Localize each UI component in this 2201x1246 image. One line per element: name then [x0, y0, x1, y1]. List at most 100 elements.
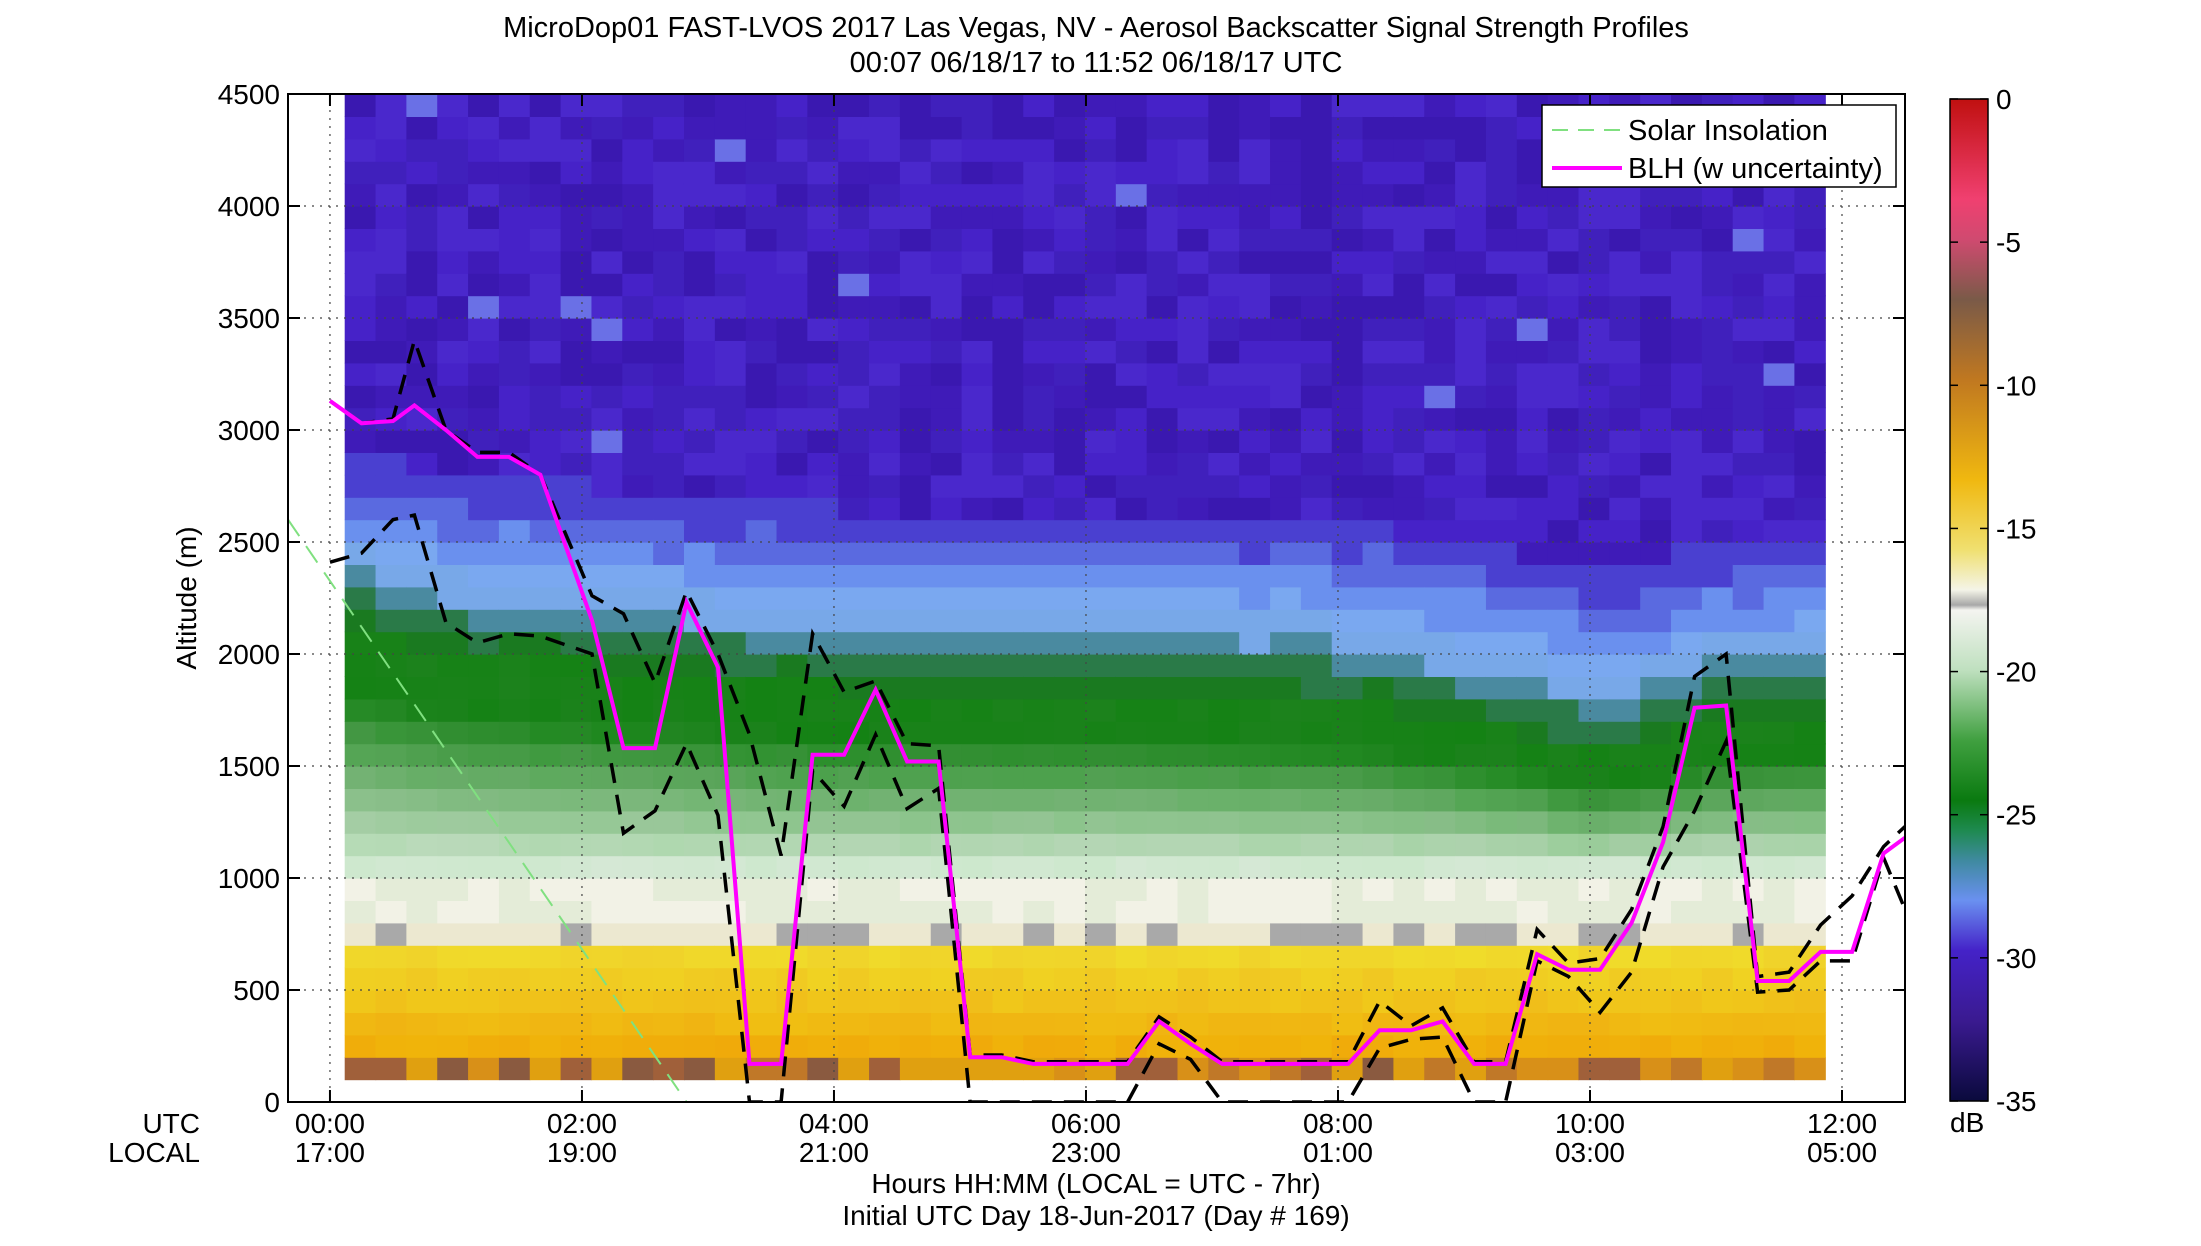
heatmap-cell — [1177, 990, 1209, 1013]
heatmap-cell — [1054, 766, 1086, 789]
heatmap-cell — [1239, 138, 1271, 162]
heatmap-cell — [1516, 183, 1549, 207]
heatmap-cell — [344, 519, 377, 543]
heatmap-cell — [807, 318, 839, 341]
heatmap-cell — [1208, 138, 1240, 162]
heatmap-cell — [344, 586, 377, 610]
heatmap-cell — [1054, 609, 1086, 633]
heatmap-cell — [468, 788, 500, 812]
heatmap-cell — [992, 721, 1024, 745]
heatmap-cell — [1701, 878, 1734, 901]
heatmap-cell — [1115, 318, 1148, 341]
heatmap-cell — [899, 1012, 932, 1036]
heatmap-cell — [1455, 183, 1487, 207]
heatmap-cell — [992, 766, 1024, 789]
heatmap-cell — [1455, 810, 1487, 834]
heatmap-cell — [683, 273, 716, 297]
heatmap-cell — [1270, 452, 1302, 476]
heatmap-cell — [1516, 430, 1549, 453]
heatmap-cell — [1208, 743, 1240, 767]
heatmap-cell — [899, 855, 932, 879]
heatmap-cell — [899, 721, 932, 745]
heatmap-cell — [1609, 878, 1641, 901]
heatmap-cell — [1671, 250, 1703, 274]
heatmap-cell — [1023, 183, 1055, 207]
heatmap-cell — [1732, 519, 1765, 543]
heatmap-cell — [1239, 788, 1271, 812]
chart-title: MicroDop01 FAST-LVOS 2017 Las Vegas, NV … — [503, 12, 1689, 44]
heatmap-cell — [1270, 922, 1302, 946]
heatmap-cell — [1393, 206, 1425, 229]
heatmap-cell — [653, 430, 685, 453]
heatmap-cell — [344, 609, 377, 633]
heatmap-cell — [1701, 810, 1734, 834]
heatmap-cell — [1054, 116, 1086, 140]
heatmap-cell — [529, 340, 562, 364]
heatmap-cell — [437, 1057, 469, 1081]
heatmap-cell — [560, 250, 593, 274]
heatmap-cell — [498, 609, 531, 633]
heatmap-cell — [1023, 1012, 1055, 1036]
heatmap-cell — [622, 474, 654, 498]
heatmap-cell — [1701, 407, 1734, 431]
heatmap-cell — [375, 990, 407, 1013]
heatmap-cell — [1270, 721, 1302, 745]
heatmap-cell — [745, 743, 778, 767]
heatmap-cell — [1362, 967, 1395, 991]
heatmap-cell — [653, 698, 685, 722]
heatmap-cell — [1424, 273, 1456, 297]
heatmap-cell — [437, 586, 469, 610]
heatmap-cell — [1023, 385, 1055, 409]
heatmap-cell — [1547, 743, 1580, 767]
x-tick-label-local: 03:00 — [1555, 1137, 1625, 1168]
heatmap-cell — [591, 609, 623, 633]
heatmap-cell — [745, 452, 778, 476]
heatmap-cell — [1640, 206, 1672, 229]
heatmap-cell — [529, 900, 562, 924]
heatmap-cell — [1362, 228, 1395, 252]
heatmap-cell — [961, 922, 994, 946]
heatmap-cell — [1054, 631, 1086, 655]
heatmap-cell — [776, 586, 808, 610]
heatmap-cell — [1208, 228, 1240, 252]
heatmap-cell — [1331, 564, 1364, 588]
heatmap-cell — [1054, 430, 1086, 453]
heatmap-cell — [1300, 452, 1333, 476]
heatmap-cell — [1177, 878, 1209, 901]
heatmap-cell — [622, 138, 654, 162]
x-tick-label-local: 23:00 — [1051, 1137, 1121, 1168]
heatmap-cell — [930, 474, 963, 498]
heatmap-cell — [1393, 721, 1425, 745]
heatmap-cell — [591, 250, 623, 274]
heatmap-cell — [992, 654, 1024, 677]
heatmap-cell — [1424, 295, 1456, 319]
heatmap-cell — [776, 94, 808, 117]
heatmap-cell — [1115, 1012, 1148, 1036]
heatmap-cell — [498, 340, 531, 364]
heatmap-cell — [653, 161, 685, 185]
heatmap-cell — [930, 855, 963, 879]
heatmap-cell — [560, 676, 593, 700]
heatmap-cell — [375, 766, 407, 789]
heatmap-cell — [961, 273, 994, 297]
heatmap-cell — [1177, 833, 1209, 857]
heatmap-cell — [1732, 609, 1765, 633]
heatmap-cell — [1455, 542, 1487, 565]
heatmap-cell — [1115, 385, 1148, 409]
heatmap-cell — [468, 273, 500, 297]
heatmap-cell — [498, 206, 531, 229]
heatmap-cell — [838, 967, 870, 991]
heatmap-cell — [1609, 340, 1641, 364]
heatmap-cell — [653, 295, 685, 319]
heatmap-cell — [1084, 94, 1117, 117]
heatmap-cell — [1547, 586, 1580, 610]
heatmap-cell — [1331, 295, 1364, 319]
heatmap-cell — [899, 138, 932, 162]
heatmap-cell — [1640, 474, 1672, 498]
heatmap-cell — [529, 631, 562, 655]
heatmap-cell — [1794, 340, 1826, 364]
heatmap-cell — [745, 519, 778, 543]
heatmap-cell — [468, 922, 500, 946]
heatmap-cell — [838, 206, 870, 229]
heatmap-cell — [1393, 430, 1425, 453]
